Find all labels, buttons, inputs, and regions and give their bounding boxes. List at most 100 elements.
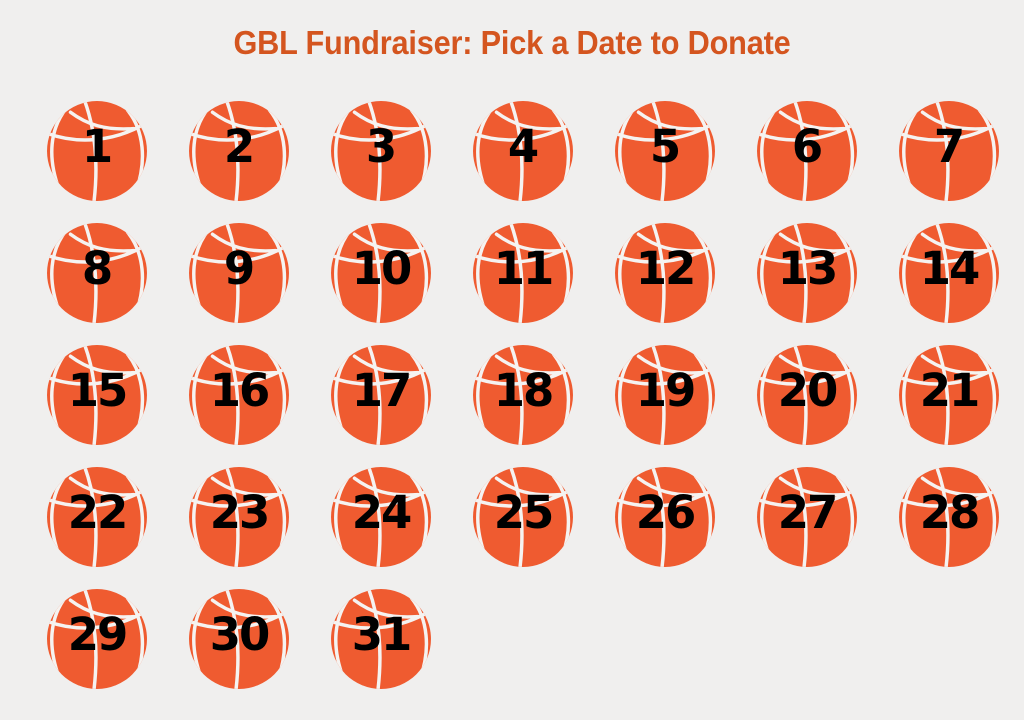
date-ball-15[interactable]: 15 <box>46 344 148 446</box>
date-ball-8[interactable]: 8 <box>46 222 148 324</box>
basketball-icon <box>473 345 573 445</box>
date-ball-label: 3 <box>365 120 397 173</box>
date-ball-label: 24 <box>351 486 413 539</box>
date-ball-6[interactable]: 6 <box>756 100 858 202</box>
basketball-icon <box>189 101 289 201</box>
basketball-seam-1 <box>83 345 98 445</box>
basketball-icon <box>331 101 431 201</box>
date-ball-2[interactable]: 2 <box>188 100 290 202</box>
basketball-icon <box>47 223 147 323</box>
date-ball-12[interactable]: 12 <box>614 222 716 324</box>
basketball-icon <box>473 467 573 567</box>
date-ball-26[interactable]: 26 <box>614 466 716 568</box>
date-ball-label: 16 <box>209 364 271 417</box>
basketball-seam-5 <box>68 110 136 131</box>
date-ball-10[interactable]: 10 <box>330 222 432 324</box>
basketball-seam-1 <box>83 223 98 323</box>
date-ball-label: 22 <box>67 486 129 539</box>
date-ball-4[interactable]: 4 <box>472 100 574 202</box>
date-ball-14[interactable]: 14 <box>898 222 1000 324</box>
date-ball-label: 10 <box>351 242 413 295</box>
basketball-seam-5 <box>68 476 136 497</box>
basketball-seam-1 <box>935 345 950 445</box>
basketball-icon <box>331 589 431 689</box>
basketball-seam-5 <box>778 232 846 253</box>
date-ball-label: 26 <box>635 486 697 539</box>
date-ball-label: 9 <box>223 242 255 295</box>
date-ball-1[interactable]: 1 <box>46 100 148 202</box>
basketball-seam-5 <box>920 476 988 497</box>
date-ball-24[interactable]: 24 <box>330 466 432 568</box>
basketball-seam-5 <box>352 598 420 619</box>
basketball-icon <box>757 467 857 567</box>
date-ball-label: 29 <box>67 608 129 661</box>
date-ball-label: 2 <box>223 120 255 173</box>
basketball-icon <box>189 345 289 445</box>
date-ball-18[interactable]: 18 <box>472 344 574 446</box>
date-ball-label: 14 <box>919 242 981 295</box>
basketball-seam-5 <box>210 476 278 497</box>
basketball-icon <box>47 101 147 201</box>
basketball-icon <box>615 345 715 445</box>
page-title: GBL Fundraiser: Pick a Date to Donate <box>233 24 791 61</box>
basketball-seam-5 <box>636 110 704 131</box>
date-ball-9[interactable]: 9 <box>188 222 290 324</box>
date-ball-28[interactable]: 28 <box>898 466 1000 568</box>
date-ball-3[interactable]: 3 <box>330 100 432 202</box>
date-ball-21[interactable]: 21 <box>898 344 1000 446</box>
date-ball-label: 19 <box>635 364 697 417</box>
date-ball-20[interactable]: 20 <box>756 344 858 446</box>
basketball-seam-1 <box>935 467 950 567</box>
date-ball-7[interactable]: 7 <box>898 100 1000 202</box>
date-ball-23[interactable]: 23 <box>188 466 290 568</box>
basketball-seam-1 <box>651 101 666 201</box>
basketball-icon <box>189 467 289 567</box>
basketball-icon <box>899 101 999 201</box>
basketball-icon <box>189 589 289 689</box>
basketball-seam-1 <box>793 101 808 201</box>
basketball-seam-5 <box>920 110 988 131</box>
date-ball-label: 17 <box>351 364 413 417</box>
basketball-seam-5 <box>210 354 278 375</box>
basketball-seam-1 <box>367 345 382 445</box>
date-ball-30[interactable]: 30 <box>188 588 290 690</box>
date-ball-label: 31 <box>351 608 413 661</box>
basketball-seam-5 <box>494 232 562 253</box>
basketball-icon <box>47 589 147 689</box>
date-ball-label: 7 <box>933 120 965 173</box>
date-ball-19[interactable]: 19 <box>614 344 716 446</box>
basketball-seam-1 <box>509 101 524 201</box>
basketball-seam-1 <box>935 101 950 201</box>
date-ball-label: 23 <box>209 486 271 539</box>
date-ball-13[interactable]: 13 <box>756 222 858 324</box>
basketball-icon <box>899 345 999 445</box>
date-ball-grid: 1 2 3 4 5 6 7 8 9 10 11 12 13 14 15 16 17 18 19 20 21 22 23 24 2… <box>46 100 1006 710</box>
date-ball-31[interactable]: 31 <box>330 588 432 690</box>
basketball-seam-1 <box>935 223 950 323</box>
basketball-seam-5 <box>778 476 846 497</box>
date-ball-11[interactable]: 11 <box>472 222 574 324</box>
basketball-seam-1 <box>83 589 98 689</box>
date-ball-29[interactable]: 29 <box>46 588 148 690</box>
basketball-seam-1 <box>225 467 240 567</box>
date-ball-16[interactable]: 16 <box>188 344 290 446</box>
basketball-seam-5 <box>352 110 420 131</box>
date-ball-label: 13 <box>777 242 839 295</box>
basketball-seam-1 <box>225 101 240 201</box>
basketball-seam-1 <box>367 589 382 689</box>
date-ball-27[interactable]: 27 <box>756 466 858 568</box>
basketball-seam-5 <box>352 476 420 497</box>
date-ball-label: 8 <box>81 242 113 295</box>
basketball-seam-1 <box>367 101 382 201</box>
date-ball-label: 18 <box>493 364 555 417</box>
basketball-seam-1 <box>793 467 808 567</box>
date-ball-22[interactable]: 22 <box>46 466 148 568</box>
basketball-seam-5 <box>494 476 562 497</box>
basketball-seam-5 <box>778 354 846 375</box>
date-ball-5[interactable]: 5 <box>614 100 716 202</box>
date-ball-25[interactable]: 25 <box>472 466 574 568</box>
basketball-seam-5 <box>920 354 988 375</box>
basketball-seam-5 <box>494 110 562 131</box>
date-ball-17[interactable]: 17 <box>330 344 432 446</box>
